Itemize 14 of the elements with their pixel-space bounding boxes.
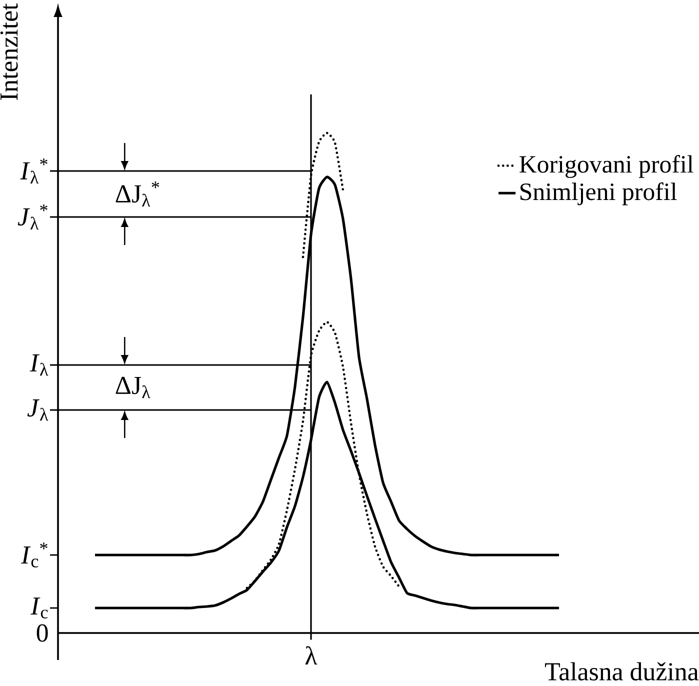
ref-line-label: I$_{λ}$* (20, 158, 48, 184)
ref-line-label: J$_{λ}$ (27, 399, 48, 421)
legend-label: Korigovani profil (520, 155, 694, 178)
text: 0 (36, 624, 48, 642)
annotation: ΔJ$_{λ}$* (116, 181, 160, 207)
annotation: ΔJ$_{λ}$ (116, 376, 150, 398)
ref-line-label: J$_{λ}$* (18, 204, 48, 230)
x-axis-title: Talasna dužina (545, 662, 698, 680)
text: I$_{c}$ (30, 598, 48, 618)
ref-line-label: I$_{λ}$ (30, 354, 48, 376)
legend-label: Snimljeni profil (520, 182, 677, 206)
y-axis-title: Intenzitet (0, 3, 18, 100)
text: λ (305, 646, 318, 664)
text: I$_{c}$* (20, 542, 48, 568)
